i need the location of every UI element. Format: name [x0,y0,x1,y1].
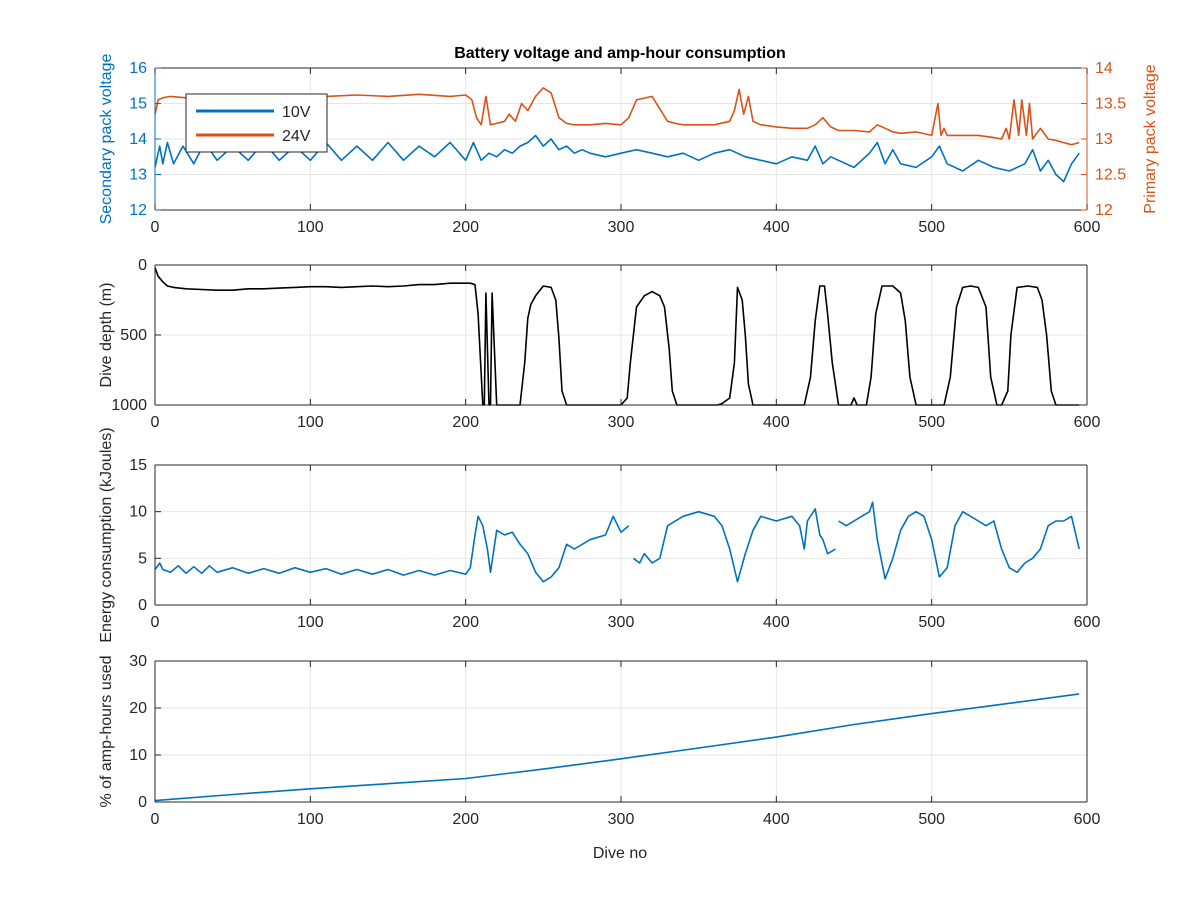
y-tick-label: 0 [138,257,147,274]
series-line-24V [154,87,1080,146]
x-tick-label: 400 [763,614,790,631]
y-tick-label: 12 [129,202,147,219]
x-tick-label: 300 [608,811,635,828]
legend-label: 24V [282,128,311,145]
x-tick-label: 200 [452,219,479,236]
x-tick-label: 600 [1074,219,1101,236]
y-tick-label: 13 [129,167,147,184]
x-tick-label: 500 [918,219,945,236]
subplot-depth: 0 100 200 300 400 500 600 0 500 1000 Dive depth (m… [98,257,1100,431]
legend-label: 10V [282,104,311,121]
figure-title: Battery voltage and amp-hour consumption [454,45,786,62]
x-tick-label: 400 [763,414,790,431]
x-tick-label: 400 [763,219,790,236]
y-right-tick-label: 14 [1095,60,1113,77]
x-tick-label: 500 [918,811,945,828]
x-tick-label: 400 [763,811,790,828]
y-tick-label: 10 [129,504,147,521]
y-right-tick-label: 13.5 [1095,96,1126,113]
series-line-energy [154,501,1080,583]
y-tick-label: 5 [138,550,147,567]
x-tick-label: 500 [918,614,945,631]
y-tick-label: 14 [129,131,147,148]
x-tick-label: 200 [452,414,479,431]
y-right-tick-label: 12 [1095,202,1113,219]
x-tick-label: 500 [918,414,945,431]
y-tick-label: 10 [129,747,147,764]
x-tick-label: 100 [297,414,324,431]
x-tick-label: 100 [297,811,324,828]
y-axis-label: % of amp-hours used [98,655,115,807]
y-tick-label: 0 [138,597,147,614]
y-tick-label: 15 [129,457,147,474]
x-tick-label: 0 [151,414,160,431]
series-line-depth [154,267,1080,406]
y-tick-label: 16 [129,60,147,77]
x-tick-label: 200 [452,811,479,828]
x-tick-label: 0 [151,614,160,631]
subplots: 0 100 200 300 400 500 60012131415161212.51313.… [98,54,1159,828]
x-tick-label: 300 [608,414,635,431]
y-tick-label: 1000 [111,397,147,414]
x-tick-label: 0 [151,219,160,236]
series-line-amphours [154,693,1080,802]
x-tick-label: 100 [297,219,324,236]
x-tick-label: 100 [297,614,324,631]
y-axis-label: Dive depth (m) [98,283,115,388]
x-tick-label: 200 [452,614,479,631]
y-right-tick-label: 12.5 [1095,167,1126,184]
x-tick-label: 300 [608,614,635,631]
y-tick-label: 15 [129,96,147,113]
y-right-axis-label: Primary pack voltage [1142,64,1159,213]
y-tick-label: 20 [129,700,147,717]
y-axis-label: Energy consumption (kJoules) [98,427,115,642]
y-tick-label: 30 [129,653,147,670]
subplot-voltage: 0 100 200 300 400 500 60012131415161212.51313.… [98,54,1159,236]
y-tick-label: 0 [138,794,147,811]
x-tick-label: 300 [608,219,635,236]
y-axis-label: Secondary pack voltage [98,54,115,225]
x-tick-label: 600 [1074,414,1101,431]
y-tick-label: 500 [120,327,147,344]
x-tick-label: 0 [151,811,160,828]
y-right-tick-label: 13 [1095,131,1113,148]
legend-box [185,93,328,153]
x-axis-label: Dive no [593,845,647,862]
x-tick-label: 600 [1074,614,1101,631]
subplot-amphours: 0 100 200 300 400 500 600 0 10 20 30 % of amp-hours… [98,653,1100,828]
x-tick-label: 600 [1074,811,1101,828]
subplot-energy: 0 100 200 300 400 500 600 0 5 10 15 Energy consumpt… [98,427,1100,642]
